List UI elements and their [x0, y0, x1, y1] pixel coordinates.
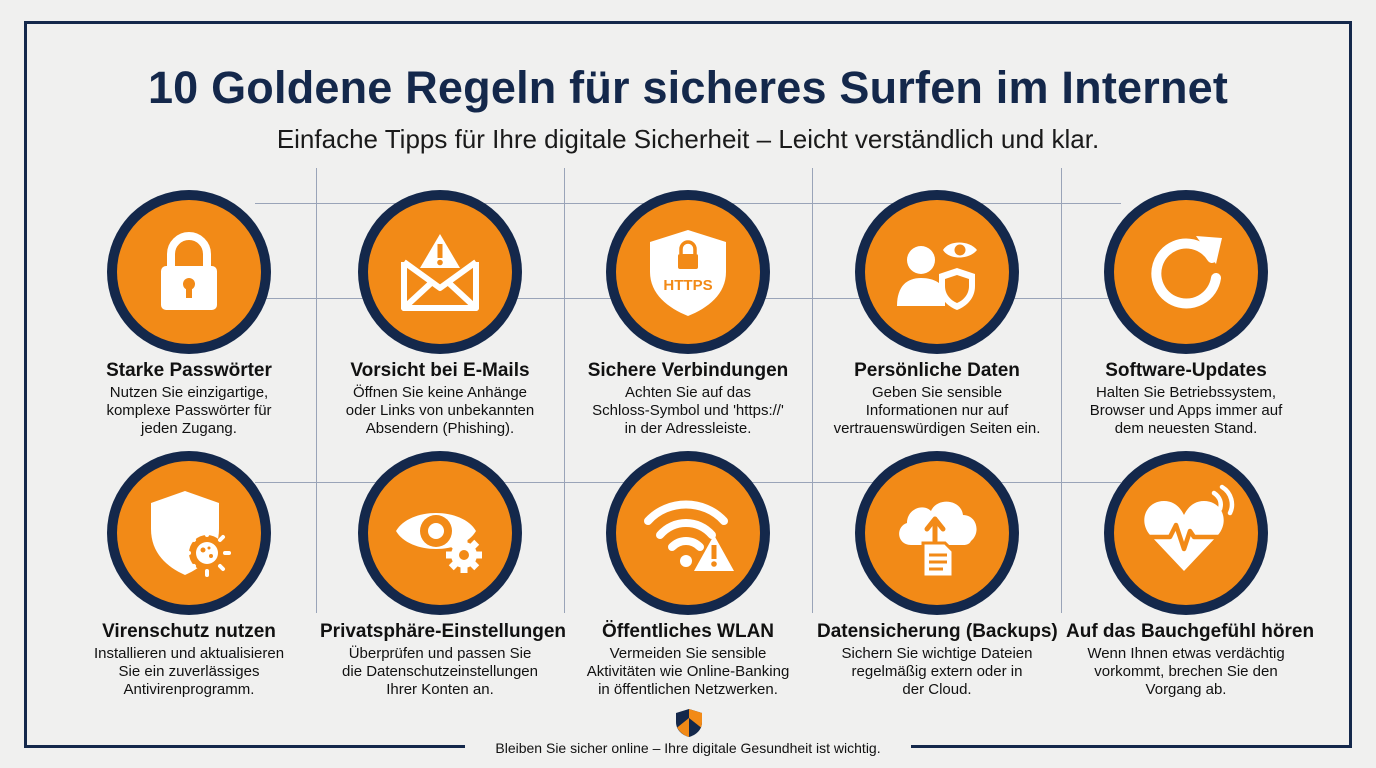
- rule-description-line: vertrauenswürdigen Seiten ein.: [833, 420, 1041, 437]
- https-shield-icon: HTTPS: [650, 230, 726, 316]
- heart-pulse-icon: [1144, 484, 1235, 571]
- rule-icon-circle: [107, 190, 271, 354]
- rule-description-line: Installieren und aktualisieren: [93, 645, 285, 662]
- rule-title: Starke Passwörter: [106, 360, 272, 381]
- rule-description-line: der Cloud.: [902, 681, 972, 698]
- rule-description-line: Überprüfen und passen Sie: [348, 645, 532, 662]
- rule-description-line: Öffnen Sie keine Anhänge: [352, 384, 528, 401]
- rule-description-line: Halten Sie Betriebssystem,: [1095, 384, 1277, 401]
- rule-description-line: Informationen nur auf: [865, 402, 1009, 419]
- rule-icon-circle: [1104, 190, 1268, 354]
- rule-description-line: Wenn Ihnen etwas verdächtig: [1087, 645, 1285, 662]
- rule-description-line: komplexe Passwörter für: [106, 402, 272, 419]
- warning-envelope-icon: [401, 234, 479, 311]
- rule-icon-circle: [855, 451, 1019, 615]
- https-label: HTTPS: [663, 277, 712, 294]
- rule-description-line: in öffentlichen Netzwerken.: [598, 681, 778, 698]
- refresh-icon: [1151, 236, 1222, 309]
- rule-description: Wenn Ihnen etwas verdächtig vorkommt, br…: [1066, 645, 1306, 699]
- wifi-warning-icon: [644, 500, 734, 571]
- rule-title: Persönliche Daten: [854, 360, 1020, 381]
- rule-title: Öffentliches WLAN: [601, 621, 775, 642]
- rule-description-line: Geben Sie sensible: [871, 384, 1003, 401]
- rule-description-line: vorkommt, brechen Sie den: [1094, 663, 1278, 680]
- grid-line: [564, 168, 565, 613]
- rule-description-line: Ihrer Konten an.: [386, 681, 494, 698]
- rule-title: Auf das Bauchgefühl hören: [1066, 621, 1315, 642]
- rule-title: Software-Updates: [1105, 360, 1267, 381]
- rule-description-line: Schloss-Symbol und 'https://': [592, 402, 784, 419]
- shield-logo-icon: [676, 709, 702, 737]
- grid-line: [1061, 168, 1062, 613]
- rule-title: Vorsicht bei E-Mails: [350, 360, 530, 381]
- rule-description-line: Sie ein zuverlässiges: [118, 663, 260, 680]
- rule-description-line: Vermeiden Sie sensible: [609, 645, 767, 662]
- rule-description-line: in der Adressleiste.: [624, 420, 752, 437]
- rule-icon-circle: [358, 451, 522, 615]
- rule-description-line: jeden Zugang.: [141, 420, 237, 437]
- rule-description-line: Browser und Apps immer auf: [1089, 402, 1283, 419]
- rule-description-line: Nutzen Sie einzigartige,: [109, 384, 269, 401]
- user-privacy-icon: [897, 242, 977, 310]
- footer-text: Bleiben Sie sicher online – Ihre digital…: [465, 734, 911, 762]
- rule-icon-circle: [1104, 451, 1268, 615]
- rule-title: Sichere Verbindungen: [587, 360, 789, 381]
- rule-description-line: die Datenschutzeinstellungen: [342, 663, 538, 680]
- rule-description: Überprüfen und passen Sie die Datenschut…: [320, 645, 560, 699]
- rule-description: Installieren und aktualisieren Sie ein z…: [69, 645, 309, 699]
- rule-description: Sichern Sie wichtige Dateien regelmäßig …: [817, 645, 1057, 699]
- rule-description-line: Vorgang ab.: [1145, 681, 1227, 698]
- rule-description-line: Achten Sie auf das: [625, 384, 751, 401]
- rule-description: Öffnen Sie keine Anhänge oder Links von …: [320, 384, 560, 438]
- rule-icon-circle: [855, 190, 1019, 354]
- cloud-backup-icon: [899, 501, 977, 579]
- page-subtitle: Einfache Tipps für Ihre digitale Sicherh…: [276, 124, 1100, 154]
- rule-description-line: dem neuesten Stand.: [1114, 420, 1258, 437]
- rule-description: Vermeiden Sie sensible Aktivitäten wie O…: [568, 645, 808, 699]
- rule-description-line: Aktivitäten wie Online-Banking: [586, 663, 790, 680]
- rule-icon-circle: [107, 451, 271, 615]
- padlock-icon: [161, 232, 217, 310]
- rule-title: Datensicherung (Backups): [817, 621, 1058, 642]
- eye-settings-icon: [396, 513, 482, 573]
- rule-description: Achten Sie auf das Schloss-Symbol und 'h…: [568, 384, 808, 438]
- rule-icon-circle: [358, 190, 522, 354]
- rule-description-line: Absendern (Phishing).: [365, 420, 515, 437]
- rule-description: Geben Sie sensible Informationen nur auf…: [817, 384, 1057, 438]
- rule-description-line: oder Links von unbekannten: [345, 402, 535, 419]
- rule-icon-circle: HTTPS: [606, 190, 770, 354]
- rule-description-line: Antivirenprogramm.: [123, 681, 255, 698]
- rule-description-line: Sichern Sie wichtige Dateien: [841, 645, 1033, 662]
- rule-description-line: regelmäßig extern oder in: [851, 663, 1023, 680]
- page-title: 10 Goldene Regeln für sicheres Surfen im…: [147, 62, 1229, 113]
- rule-description: Nutzen Sie einzigartige, komplexe Passwö…: [69, 384, 309, 438]
- rule-description: Halten Sie Betriebssystem, Browser und A…: [1066, 384, 1306, 438]
- rule-title: Privatsphäre-Einstellungen: [320, 621, 567, 642]
- grid-line: [812, 168, 813, 613]
- grid-line: [316, 168, 317, 613]
- rule-icon-circle: [606, 451, 770, 615]
- rule-title: Virenschutz nutzen: [102, 621, 276, 642]
- antivirus-shield-icon: [151, 491, 231, 577]
